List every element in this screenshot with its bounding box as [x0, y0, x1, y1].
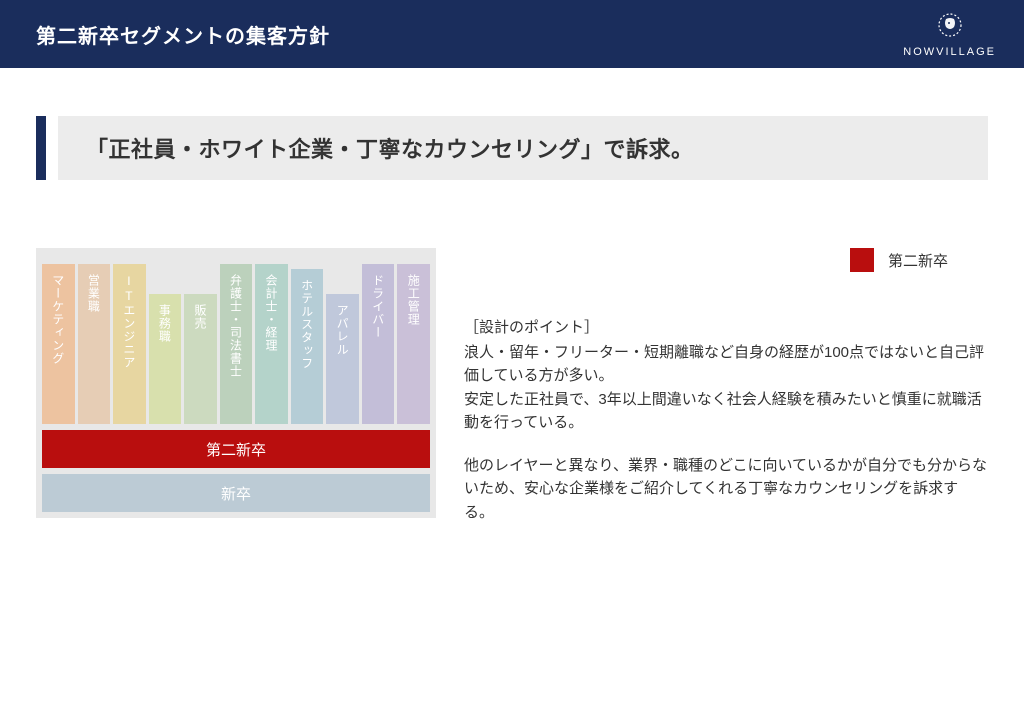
- bar-8: アパレル: [326, 294, 359, 424]
- bars-row: マーケティング 営業職 ITエンジニア 事務職 販売 弁護士・司法書士 会計士・経理 ホテルス…: [42, 254, 430, 424]
- bar-0: マーケティング: [42, 264, 75, 424]
- bar-3: 事務職: [149, 294, 182, 424]
- bar-2: ITエンジニア: [113, 264, 146, 424]
- bar-7: ホテルスタッフ: [291, 269, 324, 424]
- desc-heading: ［設計のポイント］: [464, 316, 988, 337]
- accent-bar: [36, 116, 46, 180]
- segment-0: 第二新卒: [42, 430, 430, 468]
- lion-icon: [936, 11, 964, 44]
- subheader: 「正社員・ホワイト企業・丁寧なカウンセリング」で訴求。: [36, 116, 988, 180]
- bar-label: ホテルスタッフ: [299, 279, 316, 370]
- desc-para-1: 浪人・留年・フリーター・短期離職など自身の経歴が100点ではないと自己評価してい…: [464, 341, 988, 434]
- bar-label: 施工管理: [405, 274, 422, 326]
- content: マーケティング 営業職 ITエンジニア 事務職 販売 弁護士・司法書士 会計士・経理 ホテルス…: [0, 248, 1024, 544]
- bar-9: ドライバー: [362, 264, 395, 424]
- bar-label: 販売: [192, 304, 209, 330]
- bar-10: 施工管理: [397, 264, 430, 424]
- bar-label: 弁護士・司法書士: [228, 274, 245, 378]
- chart-frame: マーケティング 営業職 ITエンジニア 事務職 販売 弁護士・司法書士 会計士・経理 ホテルス…: [36, 248, 436, 518]
- bar-label: 事務職: [156, 304, 173, 343]
- bar-4: 販売: [184, 294, 217, 424]
- bar-label: マーケティング: [50, 274, 67, 365]
- brand: NOWVILLAGE: [903, 11, 996, 58]
- bar-1: 営業職: [78, 264, 111, 424]
- bar-label: ドライバー: [370, 274, 387, 339]
- bar-label: ITエンジニア: [121, 274, 138, 369]
- legend: 第二新卒: [464, 248, 948, 272]
- subheader-band: 「正社員・ホワイト企業・丁寧なカウンセリング」で訴求。: [58, 116, 988, 180]
- page-title: 第二新卒セグメントの集客方針: [36, 20, 330, 49]
- page-header: 第二新卒セグメントの集客方針 NOWVILLAGE: [0, 0, 1024, 68]
- legend-label: 第二新卒: [888, 250, 948, 271]
- segment-1: 新卒: [42, 474, 430, 512]
- bar-label: 会計士・経理: [263, 274, 280, 352]
- description-panel: 第二新卒 ［設計のポイント］ 浪人・留年・フリーター・短期離職など自身の経歴が1…: [464, 248, 988, 544]
- bar-5: 弁護士・司法書士: [220, 264, 253, 424]
- subheader-text: 「正社員・ホワイト企業・丁寧なカウンセリング」で訴求。: [86, 132, 960, 164]
- desc-para-2: 他のレイヤーと異なり、業界・職種のどこに向いているかが自分でも分からないため、安…: [464, 454, 988, 524]
- brand-text: NOWVILLAGE: [903, 46, 996, 58]
- bar-label: 営業職: [85, 274, 102, 313]
- bar-6: 会計士・経理: [255, 264, 288, 424]
- legend-swatch: [850, 248, 874, 272]
- bar-label: アパレル: [334, 304, 351, 356]
- chart-panel: マーケティング 営業職 ITエンジニア 事務職 販売 弁護士・司法書士 会計士・経理 ホテルス…: [36, 248, 436, 544]
